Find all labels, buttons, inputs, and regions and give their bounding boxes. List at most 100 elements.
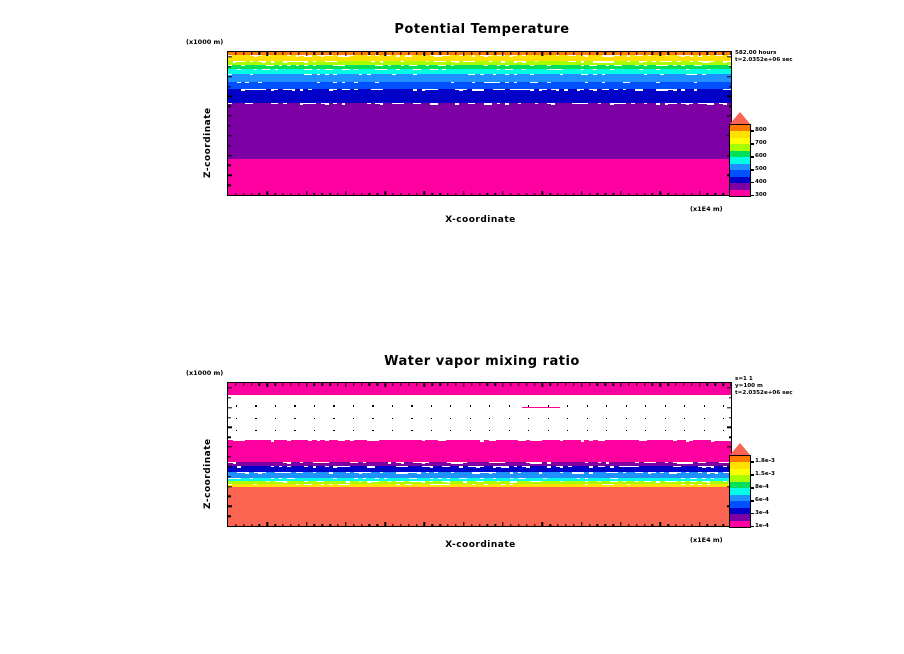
contour-band [559,101,565,159]
contour-band [349,486,355,526]
contour-band [433,63,439,69]
contour-band [299,90,305,104]
contour-band [525,73,531,82]
contour-band [274,65,279,69]
contour-band [462,159,468,195]
contour-band [454,73,460,82]
x-tick-mark-minor [258,192,261,195]
contour-band [253,52,259,56]
contour-band [601,480,606,484]
contour-band [450,101,456,159]
contour-band [374,103,380,159]
contour-band [370,74,376,82]
contour-band [584,383,590,396]
x-tick-mark-minor [353,192,355,195]
contour-band [513,68,518,74]
contour-band [705,62,711,65]
contour-band [546,486,552,526]
contour-band [634,159,640,195]
contour-band [504,70,510,74]
panel1-colorbar-arrow [729,112,751,125]
contour-band [722,481,728,484]
contour-band [391,466,397,473]
contour-band [634,472,640,478]
contour-band [450,68,456,74]
colorbar-segment [730,189,750,196]
contour-band [676,467,682,473]
contour-band [705,104,711,159]
contour-band [236,486,242,526]
contour-band [668,72,674,82]
contour-band [370,52,376,56]
contour-band [374,383,380,396]
contour-band [567,467,573,473]
contour-band [345,60,351,65]
contour-band [399,80,405,90]
contour-band [722,482,728,487]
contour-band [504,52,510,56]
x-tick-mark-minor [250,192,253,195]
contour-band [282,473,288,478]
colorbar-segment [730,183,750,190]
contour-band [492,74,497,82]
contour-band [341,462,347,467]
contour-band [462,63,468,69]
contour-band [655,394,661,441]
contour-band [689,103,694,159]
contour-band [378,53,384,62]
contour-band [672,383,678,396]
contour-band [697,103,703,159]
contour-band [320,80,326,90]
contour-band [538,473,544,478]
contour-band [630,470,636,478]
contour-band [554,479,560,484]
contour-band [668,159,674,195]
contour-band [571,159,577,195]
contour-band [282,395,288,441]
contour-band [596,80,602,90]
contour-band [626,467,632,473]
contour-band [550,52,556,56]
contour-band [521,90,527,104]
contour-band [504,486,510,526]
colorbar-segment [730,468,750,476]
contour-band [395,438,401,463]
contour-band [559,383,565,396]
contour-band [592,52,598,56]
contour-band [626,87,632,104]
y-tick-mark [228,56,232,58]
contour-band [676,101,682,159]
contour-band [651,395,657,441]
contour-band [722,81,728,90]
contour-band [228,485,233,487]
contour-band [554,486,560,526]
x-tick-mark-minor [596,523,599,526]
contour-band [601,62,606,65]
x-tick-mark [698,522,701,526]
contour-band [601,460,606,467]
contour-band [508,478,514,482]
contour-band [726,67,731,74]
contour-band [580,393,585,441]
contour-band [596,67,602,74]
contour-band [584,82,590,90]
x-tick-mark [620,191,622,195]
contour-band [538,441,544,463]
contour-band [575,383,581,396]
contour-band [316,63,321,69]
contour-band [458,439,464,463]
contour-band [617,438,623,463]
contour-band [630,67,636,74]
contour-band [622,60,627,65]
x-tick-mark-minor [651,523,654,526]
contour-band [320,485,326,487]
contour-band [676,479,682,484]
contour-band [668,473,674,478]
contour-band [278,486,284,526]
contour-band [345,486,351,526]
contour-band [575,91,581,104]
contour-band [601,486,606,526]
contour-band [479,484,485,487]
contour-band [533,463,539,467]
contour-band [248,62,254,65]
